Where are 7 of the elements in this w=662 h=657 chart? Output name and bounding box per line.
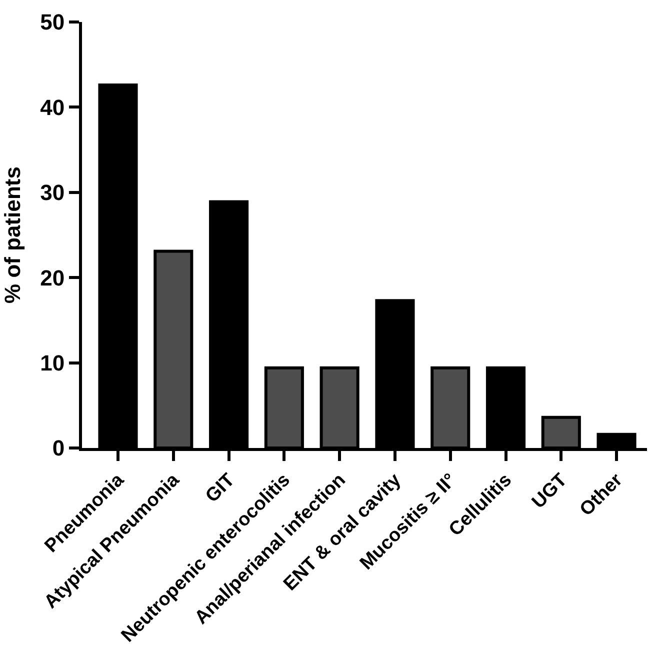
y-tick-label: 20: [40, 265, 65, 290]
y-tick-label: 50: [40, 10, 65, 35]
y-tick-label: 30: [40, 180, 65, 206]
y-tick-label: 40: [40, 94, 65, 120]
y-tick-label: 0: [52, 436, 65, 461]
y-axis-title: % of patients: [0, 166, 25, 304]
y-tick-label: 10: [40, 350, 65, 376]
